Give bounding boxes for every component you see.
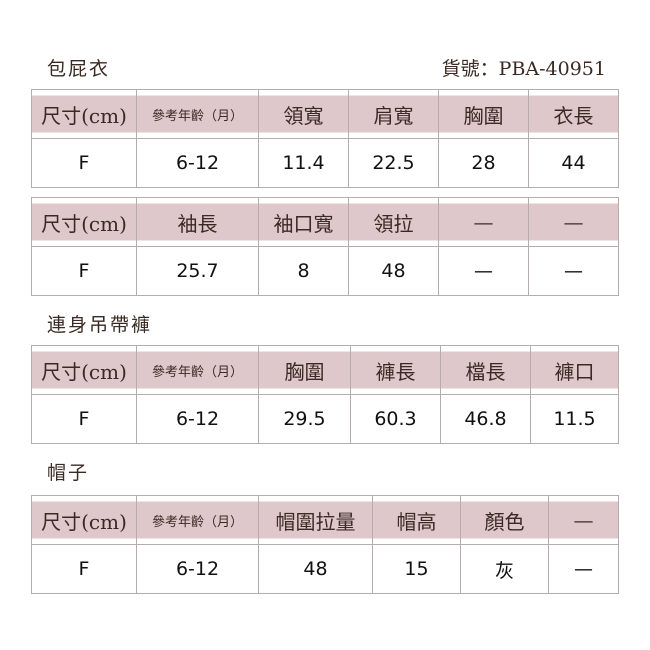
table-row: F 6-12 29.5 60.3 46.8 11.5 bbox=[31, 394, 619, 444]
header-cell: 參考年齡（月） bbox=[136, 495, 259, 545]
value-cell: 22.5 bbox=[348, 138, 439, 188]
size-table: 尺寸(cm) 參考年齡（月） 胸圍 褲長 檔長 褲口 F 6-12 29.5 60.3 46.8 11… bbox=[31, 345, 619, 444]
header-row: 尺寸(cm) 袖長 袖口寬 領拉 — — bbox=[31, 197, 619, 247]
value-cell: 灰 bbox=[460, 544, 549, 594]
header-cell: 肩寬 bbox=[348, 89, 439, 139]
value-cell: 6-12 bbox=[136, 138, 259, 188]
size-table: 尺寸(cm) 參考年齡（月） 領寬 肩寬 胸圍 衣長 F 6-12 11.4 22.5 28 44 bbox=[31, 89, 619, 188]
section-title-hat: 帽子 bbox=[47, 462, 90, 484]
value-cell: F bbox=[31, 246, 137, 296]
value-cell: — bbox=[548, 544, 619, 594]
header-row: 尺寸(cm) 參考年齡（月） 胸圍 褲長 檔長 褲口 bbox=[31, 345, 619, 395]
header-cell: 帽高 bbox=[372, 495, 461, 545]
value-cell: 8 bbox=[258, 246, 349, 296]
header-cell: 褲口 bbox=[530, 345, 619, 395]
value-cell: 44 bbox=[528, 138, 619, 188]
section-title-bodysuit: 包屁衣 bbox=[47, 58, 111, 80]
header-cell: 尺寸(cm) bbox=[31, 495, 137, 545]
value-cell: F bbox=[31, 138, 137, 188]
header-cell: 顏色 bbox=[460, 495, 549, 545]
table-row: F 6-12 11.4 22.5 28 44 bbox=[31, 138, 619, 188]
value-cell: — bbox=[438, 246, 529, 296]
header-cell: — bbox=[438, 197, 529, 247]
value-cell: 25.7 bbox=[136, 246, 259, 296]
value-cell: 11.5 bbox=[530, 394, 619, 444]
header-cell: — bbox=[528, 197, 619, 247]
header-cell: 參考年齡（月） bbox=[136, 89, 259, 139]
product-code: 貨號：PBA-40951 bbox=[441, 58, 606, 80]
table-row: F 25.7 8 48— — bbox=[31, 246, 619, 296]
value-cell: — bbox=[528, 246, 619, 296]
header-row: 尺寸(cm) 參考年齡（月） 領寬 肩寬 胸圍 衣長 bbox=[31, 89, 619, 139]
value-cell: 6-12 bbox=[136, 394, 259, 444]
value-cell: 11.4 bbox=[258, 138, 349, 188]
value-cell: 48 bbox=[348, 246, 439, 296]
header-cell: 胸圍 bbox=[438, 89, 529, 139]
value-cell: 29.5 bbox=[258, 394, 351, 444]
header-cell: 領拉 bbox=[348, 197, 439, 247]
value-cell: F bbox=[31, 544, 137, 594]
header-cell: 袖長 bbox=[136, 197, 259, 247]
header-cell: 尺寸(cm) bbox=[31, 197, 137, 247]
header-cell: 領寬 bbox=[258, 89, 349, 139]
table-row: F 6-12 48 15 灰 — bbox=[31, 544, 619, 594]
header-row: 尺寸(cm) 參考年齡（月） 帽圍拉量 帽高 顏色 — bbox=[31, 495, 619, 545]
size-table: 尺寸(cm) 袖長 袖口寬 領拉 — — F 25.7 8 48— — bbox=[31, 197, 619, 296]
value-cell: 48 bbox=[258, 544, 373, 594]
value-cell: 6-12 bbox=[136, 544, 259, 594]
header-cell: 尺寸(cm) bbox=[31, 89, 137, 139]
value-cell: 60.3 bbox=[350, 394, 441, 444]
header-cell: — bbox=[548, 495, 619, 545]
header-cell: 參考年齡（月） bbox=[136, 345, 259, 395]
header-cell: 檔長 bbox=[440, 345, 531, 395]
value-cell: 15 bbox=[372, 544, 461, 594]
header-cell: 褲長 bbox=[350, 345, 441, 395]
header-cell: 尺寸(cm) bbox=[31, 345, 137, 395]
header-cell: 帽圍拉量 bbox=[258, 495, 373, 545]
value-cell: F bbox=[31, 394, 137, 444]
header-cell: 胸圍 bbox=[258, 345, 351, 395]
size-table: 尺寸(cm) 參考年齡（月） 帽圍拉量 帽高 顏色 — F 6-12 48 15 灰 — bbox=[31, 495, 619, 594]
section-title-overalls: 連身吊帶褲 bbox=[47, 314, 153, 336]
value-cell: 28 bbox=[438, 138, 529, 188]
value-cell: 46.8 bbox=[440, 394, 531, 444]
header-cell: 衣長 bbox=[528, 89, 619, 139]
header-cell: 袖口寬 bbox=[258, 197, 349, 247]
